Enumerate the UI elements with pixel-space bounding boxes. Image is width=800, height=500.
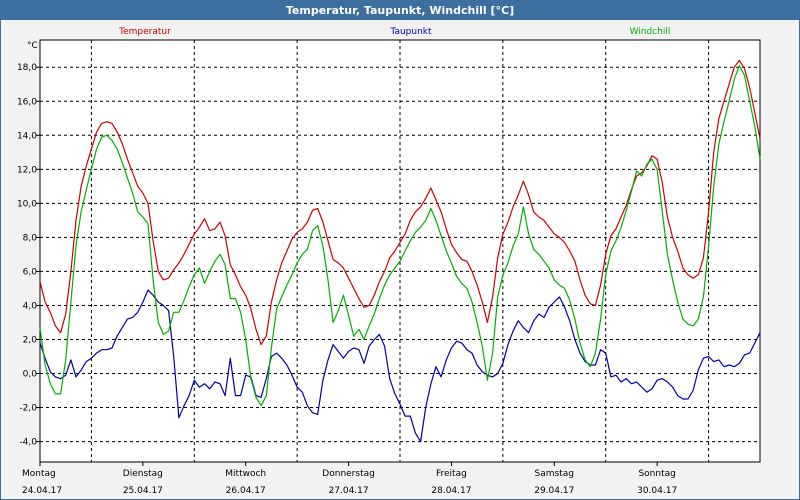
- window-title: Temperatur, Taupunkt, Windchill [°C]: [1, 1, 799, 20]
- y-tick-label: -2,0: [19, 404, 37, 414]
- y-axis-unit-label: °C: [27, 41, 38, 51]
- x-weekday-label: Montag: [22, 469, 56, 479]
- x-date-label: 24.04.17: [22, 486, 62, 496]
- x-date-label: 26.04.17: [226, 486, 266, 496]
- legend-entry-taupunkt: Taupunkt: [389, 27, 432, 37]
- legend-entry-temperatur: Temperatur: [118, 27, 171, 37]
- series-line-taupunkt: [39, 289, 761, 443]
- y-tick-label: -4,0: [19, 438, 37, 448]
- x-weekday-label: Donnerstag: [322, 469, 375, 479]
- y-tick-label: 14,0: [17, 131, 37, 141]
- plot-border: [39, 39, 761, 463]
- y-tick-label: 10,0: [17, 199, 37, 209]
- y-tick-label: 18,0: [17, 63, 37, 73]
- y-tick-label: 8,0: [23, 233, 38, 243]
- series-line-windchill: [39, 64, 761, 407]
- x-weekday-label: Samstag: [535, 469, 574, 479]
- line-chart: 18,0 16,0 14,0 12,0 10,0 8,0 6,0 4,0 2,0 0,0 -2,0 -…: [17, 27, 761, 496]
- x-date-label: 27.04.17: [329, 486, 369, 496]
- x-weekday-label: Dienstag: [123, 469, 163, 479]
- x-date-label: 28.04.17: [431, 486, 471, 496]
- x-weekday-label: Mittwoch: [225, 469, 266, 479]
- y-tick-label: 0,0: [23, 370, 38, 380]
- y-tick-label: 4,0: [23, 301, 38, 311]
- x-weekday-label: Sonntag: [638, 469, 675, 479]
- axes: 18,0 16,0 14,0 12,0 10,0 8,0 6,0 4,0 2,0 0,0 -2,0 -…: [17, 39, 761, 496]
- y-tick-label: 2,0: [23, 335, 38, 345]
- x-weekday-label: Freitag: [436, 469, 467, 479]
- y-tick-label: 16,0: [17, 97, 37, 107]
- x-date-label: 30.04.17: [637, 486, 677, 496]
- series-group: [39, 59, 761, 443]
- legend: Temperatur Taupunkt Windchill: [118, 27, 670, 37]
- grid: [40, 40, 760, 462]
- x-date-label: 25.04.17: [123, 486, 163, 496]
- x-date-label: 29.04.17: [534, 486, 574, 496]
- legend-entry-windchill: Windchill: [630, 27, 671, 37]
- y-tick-label: 12,0: [17, 165, 37, 175]
- y-tick-label: 6,0: [23, 267, 38, 277]
